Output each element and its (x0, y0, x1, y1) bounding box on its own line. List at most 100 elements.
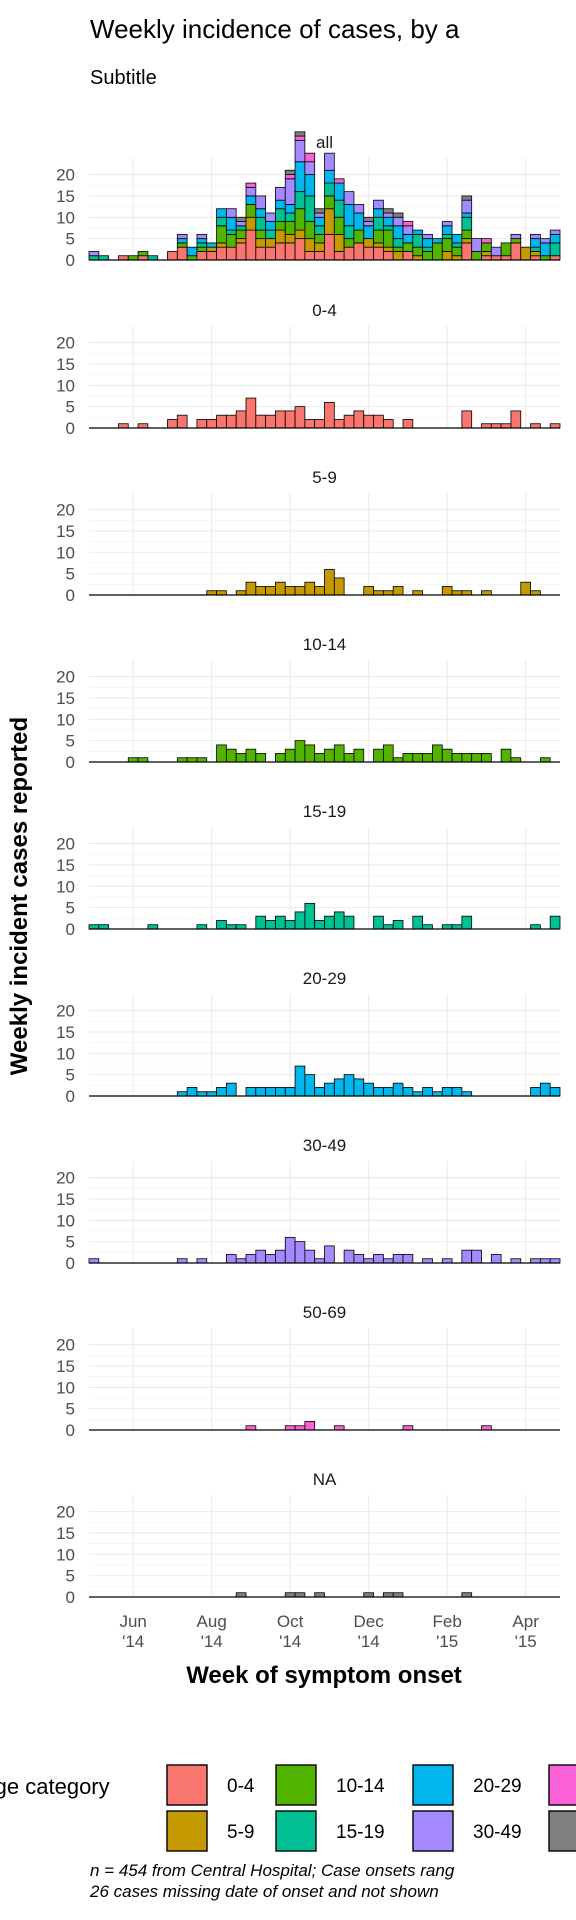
bar (225, 1254, 237, 1264)
bar (392, 1254, 404, 1264)
bar (441, 1087, 453, 1097)
bar-all-10-14 (294, 208, 306, 231)
bar (314, 586, 325, 596)
bar (294, 1065, 306, 1097)
bar (275, 753, 286, 763)
bar (422, 1258, 433, 1264)
bar-all-5-9 (235, 238, 247, 244)
bar-all-10-14 (304, 221, 316, 240)
y-axis-title: Weekly incident cases reported (6, 717, 33, 1075)
bar-all-0-4 (225, 246, 237, 261)
bar (284, 1236, 296, 1264)
bar-all-10-14 (127, 255, 139, 261)
y-tick-label: 15 (56, 856, 75, 875)
bar (176, 757, 188, 763)
bar-all-na (461, 195, 473, 201)
bar (167, 419, 178, 429)
bar (549, 915, 561, 930)
bar-all-na (284, 169, 296, 175)
bar (245, 1254, 257, 1264)
bar-all-10-14 (235, 229, 247, 240)
bar (255, 753, 267, 763)
bar (392, 757, 404, 763)
bar-all-0-4 (275, 242, 286, 261)
facet-label: 5-9 (312, 468, 337, 487)
bar-all-20-29 (206, 242, 217, 248)
bar-all-15-19 (412, 233, 424, 248)
bar-all-15-19 (549, 242, 561, 257)
bar (343, 753, 355, 763)
bar-all-10-14 (196, 246, 208, 252)
bar-all-50-69 (304, 152, 316, 163)
bar (206, 1091, 217, 1097)
bar (137, 757, 149, 763)
bar-all-5-9 (294, 229, 306, 240)
bar (363, 1592, 374, 1598)
bar-all-30-49 (294, 139, 306, 163)
bar (206, 419, 217, 429)
bar (255, 1087, 267, 1097)
bar-all-15-19 (265, 229, 276, 240)
bar (304, 419, 316, 429)
x-tick-sublabel: '14 (122, 1632, 144, 1651)
bar-all-5-9 (363, 238, 374, 248)
bar-all-5-9 (441, 251, 453, 261)
bar (353, 1254, 365, 1264)
x-tick-sublabel: '14 (358, 1632, 380, 1651)
y-tick-label: 20 (56, 501, 75, 520)
bar (324, 568, 335, 596)
bar (235, 410, 247, 429)
bar-all-30-49 (363, 221, 374, 227)
bar-all-5-9 (451, 255, 463, 261)
x-tick-label: Dec (354, 1612, 385, 1631)
bar-all-5-9 (206, 246, 217, 252)
bar-all-30-49 (225, 208, 237, 218)
bar (284, 586, 296, 596)
bar (88, 1258, 100, 1264)
bar-all-30-49 (422, 233, 433, 240)
y-tick-label: 20 (56, 1503, 75, 1522)
bar (216, 1087, 227, 1097)
bar (284, 1425, 296, 1431)
bar-all-0-4 (294, 238, 306, 261)
bar-all-50-69 (481, 238, 492, 244)
bar-all-na (235, 216, 247, 222)
bar-all-5-9 (216, 242, 227, 248)
bar-all-15-19 (255, 216, 267, 231)
y-tick-label: 0 (66, 251, 75, 270)
bar-all-15-19 (294, 191, 306, 210)
y-tick-label: 0 (66, 586, 75, 605)
bar (324, 1245, 335, 1264)
bar-all-30-49 (235, 221, 247, 227)
bar (363, 414, 374, 429)
x-tick-label: Apr (512, 1612, 539, 1631)
bar-all-15-19 (235, 225, 247, 231)
bar-all-30-49 (549, 229, 561, 235)
bar-all-0-4 (373, 246, 384, 261)
bar (245, 1087, 257, 1097)
bar-all-20-29 (275, 199, 286, 210)
bar (343, 414, 355, 429)
bar-all-20-29 (363, 225, 374, 240)
facet-panel-5-9: 5-9 0 5 10 15 20 (56, 468, 560, 605)
bar-all-15-19 (284, 212, 296, 222)
y-tick-label: 0 (66, 1421, 75, 1440)
bar (441, 748, 453, 763)
bar (304, 1421, 316, 1431)
bar-all-30-49 (255, 195, 267, 210)
bar-all-15-19 (314, 225, 325, 235)
legend-swatch-20-29 (412, 1764, 454, 1806)
caption-line-1: n = 454 from Central Hospital; Case onse… (90, 1861, 455, 1880)
bar (422, 1087, 433, 1097)
bar (461, 1592, 473, 1598)
bar-all-15-19 (422, 246, 433, 252)
bar (88, 924, 100, 930)
bar-all-5-9 (520, 246, 531, 261)
bar (333, 911, 345, 930)
facet-panel-30-49: 30-49 0 5 10 15 20 (56, 1136, 561, 1273)
bar-all-15-19 (333, 199, 345, 218)
bar (490, 1254, 502, 1264)
bar-all-10-14 (510, 238, 522, 244)
bar (363, 1258, 374, 1264)
bar-all-30-49 (265, 212, 276, 222)
